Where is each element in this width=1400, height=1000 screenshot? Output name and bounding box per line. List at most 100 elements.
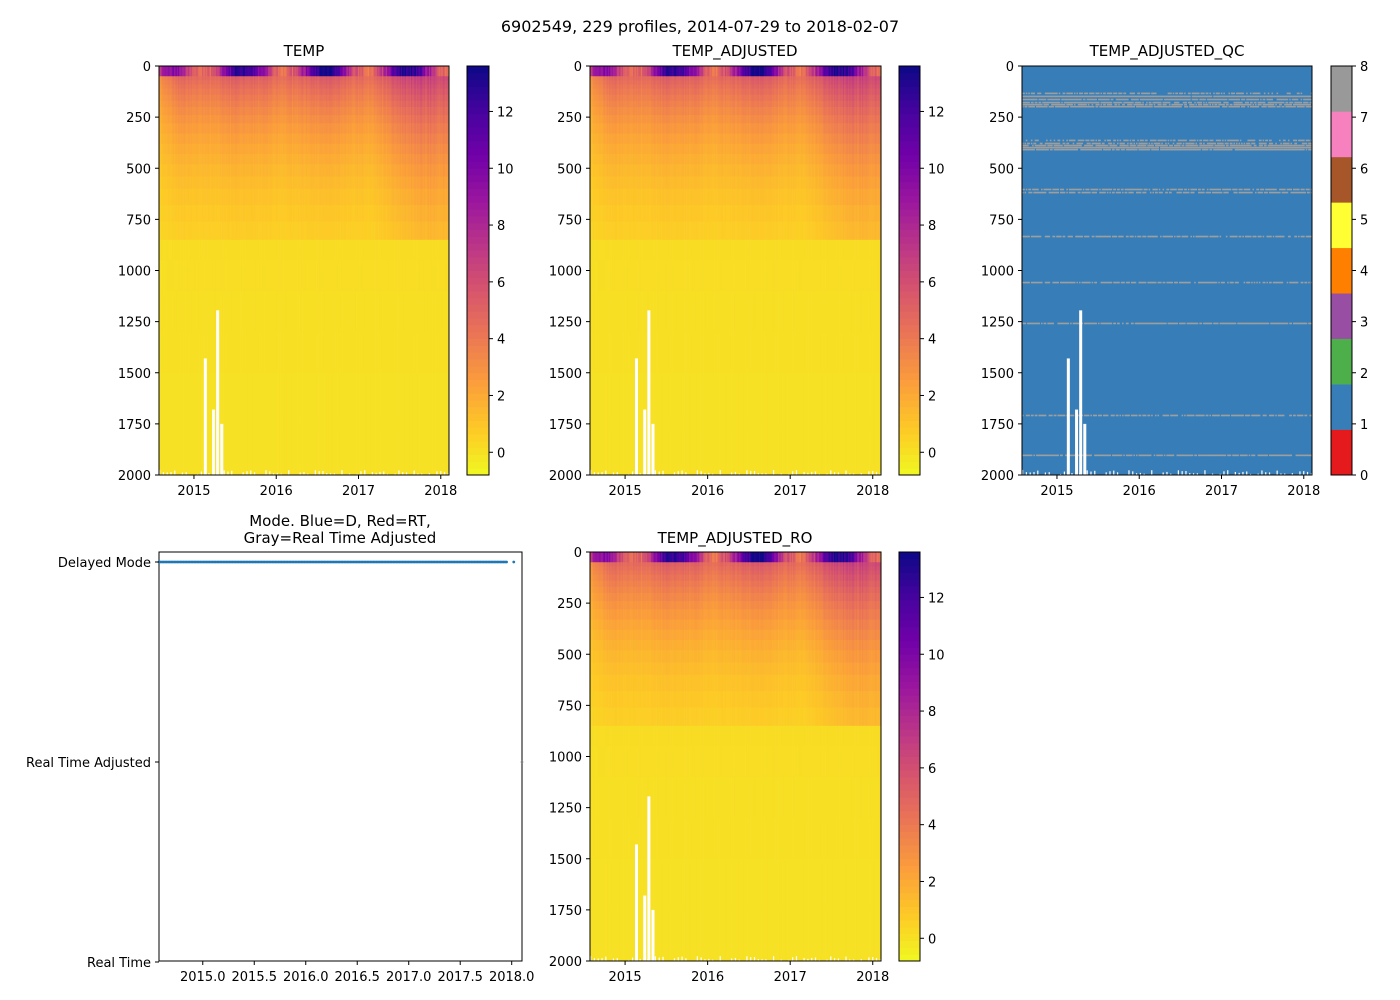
heatmap-cell <box>191 72 194 77</box>
heatmap-cell <box>172 72 175 77</box>
heatmap-cell <box>172 239 175 261</box>
heatmap-cell <box>180 69 183 73</box>
heatmap-cell <box>190 188 193 206</box>
heatmap-cell <box>165 84 167 89</box>
heatmap-cell <box>204 239 207 261</box>
heatmap-cell <box>183 76 185 81</box>
heatmap-cell <box>232 80 235 85</box>
heatmap-cell <box>179 176 181 190</box>
heatmap-cell <box>205 66 208 70</box>
heatmap-cell <box>193 143 195 155</box>
heatmap-cell <box>200 133 203 145</box>
heatmap-cell <box>224 123 227 134</box>
heatmap-cell <box>212 372 214 425</box>
heatmap-cell <box>229 239 232 261</box>
heatmap-cell <box>165 290 167 333</box>
heatmap-cell <box>190 84 193 89</box>
heatmap-cell <box>203 188 205 206</box>
heatmap-cell <box>161 76 164 81</box>
heatmap-cell <box>169 260 171 292</box>
heatmap-cell <box>165 72 167 77</box>
heatmap-cell <box>227 372 230 425</box>
heatmap-cell <box>193 106 195 116</box>
heatmap-cell <box>191 260 194 292</box>
heatmap-cell <box>167 188 170 206</box>
heatmap-cell <box>219 80 222 85</box>
heatmap-cell <box>195 80 198 85</box>
heatmap-cell <box>205 176 208 190</box>
heatmap-cell <box>162 188 165 206</box>
heatmap-cell <box>209 239 212 261</box>
heatmap-cell <box>202 176 204 190</box>
heatmap-cell <box>193 100 195 108</box>
heatmap-cell <box>200 80 203 85</box>
heatmap-cell <box>213 260 216 292</box>
heatmap-cell <box>191 88 194 96</box>
heatmap-cell <box>215 84 218 89</box>
heatmap-cell <box>194 88 197 96</box>
heatmap-cell <box>164 69 166 73</box>
heatmap-cell <box>222 221 224 241</box>
heatmap-cell <box>204 84 207 89</box>
heatmap-cell <box>189 84 192 89</box>
heatmap-cell <box>224 221 227 241</box>
heatmap-cell <box>169 72 171 77</box>
heatmap-cell <box>224 133 227 145</box>
heatmap-cell <box>219 176 222 190</box>
heatmap-cell <box>176 188 179 206</box>
heatmap-cell <box>195 176 198 190</box>
heatmap-cell <box>231 106 233 116</box>
heatmap-cell <box>169 331 171 374</box>
heatmap-cell <box>176 76 179 81</box>
heatmap-cell <box>193 69 195 73</box>
heatmap-cell <box>196 260 199 292</box>
heatmap-cell <box>218 153 221 165</box>
heatmap-cell <box>169 66 171 70</box>
heatmap-cell <box>191 100 194 108</box>
heatmap-cell <box>226 69 228 73</box>
heatmap-cell <box>194 133 197 145</box>
heatmap-cell <box>164 100 166 108</box>
heatmap-cell <box>186 115 189 124</box>
heatmap-cell <box>222 115 224 124</box>
heatmap-cell <box>214 290 217 333</box>
heatmap-cell <box>219 84 222 89</box>
heatmap-cell <box>159 133 161 145</box>
heatmap-cell <box>227 100 230 108</box>
heatmap-cell <box>208 205 211 222</box>
heatmap-cell <box>209 76 212 81</box>
heatmap-cell <box>183 164 185 177</box>
heatmap-cell <box>228 72 231 77</box>
heatmap-cell <box>210 221 213 241</box>
heatmap-cell <box>179 331 181 374</box>
heatmap-cell <box>174 88 176 96</box>
heatmap-cell <box>199 66 202 70</box>
heatmap-cell <box>231 72 233 77</box>
heatmap-cell <box>215 143 218 155</box>
heatmap-cell <box>190 331 193 374</box>
heatmap-cell <box>198 115 200 124</box>
heatmap-cell <box>164 143 166 155</box>
heatmap-cell <box>185 205 188 222</box>
heatmap-cell <box>174 290 176 333</box>
heatmap-cell <box>210 115 213 124</box>
heatmap-cell <box>205 80 208 85</box>
heatmap-cell <box>221 164 223 177</box>
heatmap-cell <box>160 221 162 241</box>
heatmap-cell <box>223 84 226 89</box>
heatmap-cell <box>193 123 195 134</box>
heatmap-cell <box>171 100 174 108</box>
heatmap-cell <box>203 66 205 70</box>
heatmap-cell <box>170 72 173 77</box>
heatmap-cell <box>205 100 208 108</box>
heatmap-cell <box>167 205 170 222</box>
heatmap-cell <box>196 88 199 96</box>
heatmap-cell <box>188 143 190 155</box>
heatmap-cell <box>167 133 170 145</box>
heatmap-cell <box>189 94 192 102</box>
heatmap-cell <box>205 94 208 102</box>
heatmap-cell <box>172 100 175 108</box>
heatmap-cell <box>184 94 186 102</box>
heatmap-cell <box>205 123 208 134</box>
heatmap-cell <box>189 106 192 116</box>
